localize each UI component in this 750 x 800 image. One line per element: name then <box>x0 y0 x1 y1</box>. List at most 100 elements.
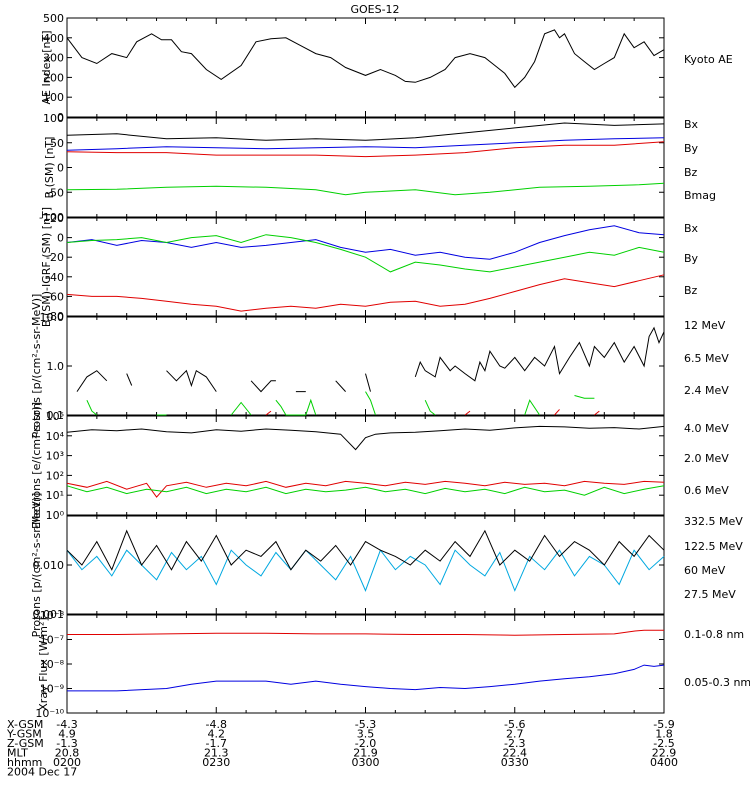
footer-cell: 0300 <box>352 756 380 769</box>
y-tick-label: -60 <box>46 290 64 303</box>
legend-entry: 2.4 MeV <box>684 384 729 397</box>
series-line-bx <box>66 225 665 260</box>
y-tick-label: 0.001 <box>33 608 65 621</box>
legend-entry: 6.5 MeV <box>684 352 729 365</box>
y-tick-label: 10⁻⁸ <box>40 658 65 671</box>
footer-cell: 0400 <box>650 756 678 769</box>
legend-entry: 12 MeV <box>684 319 726 332</box>
footer-cell: -4.3 <box>56 718 77 731</box>
y-tick-label: 10⁴ <box>46 430 65 443</box>
legend-entry: By <box>684 142 699 155</box>
panel-frame <box>66 316 665 416</box>
y-axis-label: Protons [p/(cm²-s-sr-MeV)] <box>30 294 43 439</box>
footer-cell: 0230 <box>202 756 230 769</box>
panel-frame <box>66 217 665 317</box>
legend-entry: Bx <box>684 118 699 131</box>
footer-cell: 0330 <box>501 756 529 769</box>
legend-entry: Bmag <box>684 189 716 202</box>
y-tick-label: -40 <box>46 271 64 284</box>
footer-row-label: X-GSM <box>7 718 43 731</box>
y-tick-label: 10³ <box>46 450 64 463</box>
series-line-0-6-mev <box>66 425 665 451</box>
series-line-27-5-mev <box>66 529 665 571</box>
footer-cell: 2.7 <box>506 728 524 741</box>
y-tick-label: 0 <box>57 162 64 175</box>
legend-entry: 4.0 MeV <box>684 422 729 435</box>
y-axis-label: AE Index [nT] <box>40 30 53 104</box>
legend-entry: 332.5 MeV <box>684 515 743 528</box>
footer-cell: -2.5 <box>653 737 674 750</box>
series-line-bz <box>66 141 665 158</box>
series-line-by <box>66 234 665 273</box>
footer-cell: 22.9 <box>652 747 677 760</box>
y-axis-label: Electrons [e/(cm²-s-sr)] <box>30 402 43 529</box>
legend-entry: 27.5 MeV <box>684 588 736 601</box>
y-tick-label: 0.010 <box>33 559 65 572</box>
footer-cell: -2.0 <box>355 737 376 750</box>
series-line-bz <box>66 274 665 312</box>
series-line-12-mev <box>265 409 600 416</box>
y-tick-label: 10⁻⁸ <box>40 609 65 622</box>
panel-frame <box>66 515 665 615</box>
footer-cell: 21.3 <box>204 747 229 760</box>
y-axis-label: Xray Flux [W/m²] <box>37 617 50 710</box>
y-tick-label: -100 <box>39 211 64 224</box>
y-tick-label: 50 <box>50 137 64 150</box>
series-line-2-0-mev <box>66 485 665 496</box>
footer-cell: -5.3 <box>355 718 376 731</box>
footer-row-label: MLT <box>7 747 28 760</box>
footer-row-label: hhmm <box>7 756 42 769</box>
series-line-0-05-0-3-nm <box>67 664 665 692</box>
legend-entry: By <box>684 252 699 265</box>
series-line-60-mev <box>66 549 665 592</box>
footer-cell: 4.2 <box>208 728 226 741</box>
footer-row-label: Z-GSM <box>7 737 44 750</box>
y-tick-label: 10⁻⁹ <box>40 683 64 696</box>
panel-frame <box>66 117 665 218</box>
y-tick-label: 1.0 <box>47 360 65 373</box>
legend-entry: Kyoto AE <box>684 53 733 66</box>
footer-cell: 22.4 <box>503 747 528 760</box>
legend-entry: 0.1-0.8 nm <box>684 628 744 641</box>
series-line-by <box>66 182 665 196</box>
y-axis-label: B (SM)-IGRF (SM) [nT] <box>40 207 53 327</box>
footer-cell: 3.5 <box>357 728 375 741</box>
series-line-0-1-0-8-nm <box>67 629 664 636</box>
panel-frame <box>66 17 665 118</box>
y-axis-label: Protons [p/(cm²-s-sr-MeV)] <box>30 493 43 638</box>
footer-cell: 21.9 <box>353 747 378 760</box>
footer-cell: 0200 <box>53 756 81 769</box>
series-line-bx <box>66 137 665 151</box>
footer-cell: 20.8 <box>55 747 80 760</box>
series-line-bmag <box>66 122 665 141</box>
y-tick-label: 300 <box>43 52 64 65</box>
footer-cell: -2.3 <box>504 737 525 750</box>
footer-cell: -5.6 <box>504 718 525 731</box>
footer-cell: 1.8 <box>655 728 673 741</box>
footer-cell: -5.9 <box>653 718 674 731</box>
series-line-6-5-mev <box>86 391 595 416</box>
y-tick-label: 400 <box>43 32 64 45</box>
panel-2: -100 -50 0 50 100 B (SM) [nT] Bx By Bz Bmag <box>39 112 716 224</box>
footer-cell: -1.7 <box>206 737 227 750</box>
panel-3: -80 -60 -40 -20 0 20B (SM)-IGRF (SM) [nT] Bx By… <box>40 207 699 327</box>
y-tick-label: 100 <box>43 112 64 125</box>
y-tick-label: 20 <box>50 212 64 225</box>
y-tick-label: 10.0 <box>40 311 65 324</box>
legend-entry: 60 MeV <box>684 564 726 577</box>
y-tick-label: 200 <box>43 71 64 84</box>
panel-frame <box>66 614 665 714</box>
y-tick-label: 0.1 <box>47 409 65 422</box>
y-tick-label: -50 <box>46 186 64 199</box>
y-tick-label: 10⁵ <box>46 410 64 423</box>
y-tick-label: 10⁰ <box>46 509 65 522</box>
y-tick-label: 10¹ <box>46 489 64 502</box>
legend-entry: Bz <box>684 166 698 179</box>
